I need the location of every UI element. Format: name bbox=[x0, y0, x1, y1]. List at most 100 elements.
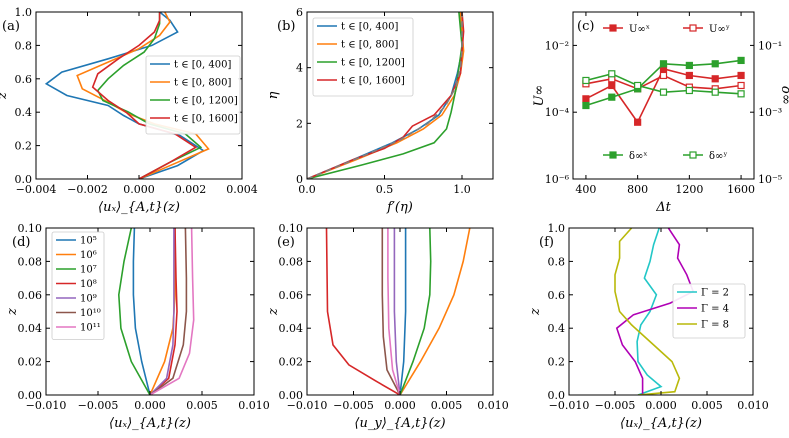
legend-label: t ∈ [0, 400] bbox=[174, 60, 231, 71]
legend-label: t ∈ [0, 1600] bbox=[341, 76, 405, 87]
x-axis-label: ⟨uₓ⟩_{A,t}(z) bbox=[109, 416, 191, 431]
legend-frame bbox=[145, 55, 241, 135]
legend: t ∈ [0, 400] t ∈ [0, 800] t ∈ [0, 1200] t ∈… bbox=[312, 17, 414, 97]
data-point-c-3-0 bbox=[582, 76, 590, 85]
data-point-c-3-6 bbox=[737, 90, 745, 98]
legend-label: 10⁵ bbox=[80, 236, 97, 247]
legend: t ∈ [0, 400] t ∈ [0, 800] t ∈ [0, 1200] t ∈… bbox=[145, 55, 241, 135]
data-point-c-1-6 bbox=[737, 81, 745, 90]
data-point-c-0-5 bbox=[711, 75, 719, 83]
series-line-e-2 bbox=[399, 228, 432, 395]
legend-label: Γ = 4 bbox=[701, 304, 729, 315]
x-tick-label: −0.002 bbox=[67, 183, 108, 196]
series-line-f-1 bbox=[615, 228, 695, 395]
y-tick-label: 0.4 bbox=[15, 106, 33, 119]
y-axis-label: z bbox=[528, 308, 543, 316]
x-tick-label: 0.000 bbox=[123, 183, 155, 196]
legend-marker bbox=[689, 151, 697, 159]
y-tick-label-right: 10⁻⁵ bbox=[758, 173, 782, 186]
y-tick-label: 2 bbox=[296, 117, 303, 130]
data-point-c-3-2 bbox=[634, 81, 642, 90]
x-tick-label: 1200 bbox=[675, 183, 703, 196]
panel-a: −0.004 −0.002 0.000 0.002 0.004 0.0 0.2 0.4 0.6 0… bbox=[0, 6, 258, 215]
panel-c: 400 800 1200 1600 10⁻⁶ 10⁻⁴ 10⁻² 10⁻⁵ 10⁻³ 10⁻¹ δ∞… bbox=[532, 11, 789, 215]
y-tick-label: 1.0 bbox=[15, 6, 33, 19]
y-axis-label: z bbox=[5, 308, 20, 316]
x-axis-label: ⟨uₓ⟩_{A,t}(z) bbox=[620, 416, 702, 431]
x-tick-label: −0.005 bbox=[333, 399, 374, 412]
data-point-c-0-1 bbox=[608, 81, 616, 90]
y-tick-label: 0.8 bbox=[15, 39, 33, 52]
legend-label: t ∈ [0, 1600] bbox=[174, 114, 238, 125]
legend-label: 10⁸ bbox=[80, 279, 97, 290]
series-line-d-0 bbox=[132, 228, 151, 395]
x-tick-label: 800 bbox=[627, 183, 648, 196]
y-tick-label: 0.2 bbox=[548, 356, 566, 369]
series-line-e-6 bbox=[387, 228, 401, 395]
data-point-c-2-6 bbox=[737, 56, 745, 65]
legend-label: U∞ʸ bbox=[709, 24, 730, 35]
data-point-c-3-5 bbox=[711, 88, 719, 96]
axes-frame bbox=[572, 11, 755, 180]
legend-label: 10⁷ bbox=[80, 265, 97, 276]
x-tick-label: 0.000 bbox=[384, 399, 416, 412]
legend-marker bbox=[609, 151, 617, 159]
x-axis-label: ⟨u_y⟩_{A,t}(z) bbox=[354, 416, 445, 431]
y-tick-label: 0.04 bbox=[18, 322, 43, 335]
y-tick-label: 0.04 bbox=[279, 322, 304, 335]
y-tick-label: 0.0 bbox=[548, 389, 566, 402]
y-axis-label: z bbox=[266, 308, 281, 316]
series-line-a-2 bbox=[96, 12, 203, 179]
x-tick-label: 1600 bbox=[727, 183, 755, 196]
y-tick-label: 0.10 bbox=[18, 222, 43, 235]
x-tick-label: −0.010 bbox=[549, 399, 590, 412]
y-tick-label-right: 10⁻¹ bbox=[758, 39, 782, 52]
data-point-c-0-2 bbox=[634, 118, 642, 126]
x-tick-label: 0.000 bbox=[134, 399, 166, 412]
legend-label: t ∈ [0, 1200] bbox=[174, 96, 238, 107]
axes-frame bbox=[306, 11, 494, 180]
data-point-c-3-1 bbox=[608, 70, 616, 78]
y-tick-label: 0.06 bbox=[279, 289, 304, 302]
data-point-c-0-6 bbox=[737, 71, 745, 80]
legend-label: Γ = 2 bbox=[701, 288, 729, 299]
x-tick-label: 0.5 bbox=[376, 183, 394, 196]
y-tick-label: 0.00 bbox=[279, 389, 304, 402]
x-tick-label: −0.005 bbox=[78, 399, 119, 412]
legend-marker bbox=[689, 24, 697, 32]
x-tick-label: 0.005 bbox=[691, 399, 723, 412]
x-tick-label: 0.010 bbox=[238, 399, 270, 412]
legend-label: U∞ˣ bbox=[629, 24, 650, 35]
legend-label: t ∈ [0, 1200] bbox=[341, 58, 405, 69]
y-tick-label: 0.00 bbox=[18, 389, 43, 402]
data-point-c-3-3 bbox=[659, 88, 668, 96]
panel-d: −0.010 −0.005 0.000 0.005 0.010 0.00 0.02 0.04 0… bbox=[5, 222, 270, 431]
series-line-a-1 bbox=[76, 12, 210, 179]
legend: 10⁵ 10⁶ 10⁷ 10⁸ 10⁹ 10¹⁰ 10¹¹ bbox=[51, 231, 105, 340]
x-tick-label: −0.004 bbox=[16, 183, 57, 196]
x-tick-label: 0.010 bbox=[737, 399, 769, 412]
y-axis-label: η bbox=[266, 91, 281, 99]
x-tick-label: 0.0 bbox=[298, 183, 316, 196]
series-line-d-2 bbox=[117, 228, 151, 395]
series-line-e-3 bbox=[325, 228, 401, 395]
y-tick-label: 0.6 bbox=[548, 289, 566, 302]
data-point-c-3-4 bbox=[685, 86, 693, 95]
series-line-e-0 bbox=[399, 228, 407, 395]
data-point-c-2-0 bbox=[582, 101, 590, 110]
y-tick-label: 1.0 bbox=[548, 222, 566, 235]
y-tick-label: 0.02 bbox=[279, 356, 304, 369]
series-line-d-3 bbox=[149, 228, 178, 395]
panel-label: (f) bbox=[539, 235, 554, 250]
panel-label: (c) bbox=[577, 19, 594, 34]
x-axis-label: Δt bbox=[655, 200, 671, 215]
data-point-c-2-4 bbox=[685, 61, 693, 70]
legend-label: 10⁶ bbox=[80, 250, 97, 261]
panel-label: (d) bbox=[12, 235, 30, 250]
series-line-b-4 bbox=[307, 12, 463, 179]
x-axis-label: f′(η) bbox=[386, 200, 413, 215]
legend-frame bbox=[312, 17, 414, 97]
legend-label: 10¹¹ bbox=[80, 323, 101, 334]
y-tick-label: 0.08 bbox=[18, 255, 43, 268]
y-tick-label-right: 10⁻³ bbox=[758, 106, 782, 119]
